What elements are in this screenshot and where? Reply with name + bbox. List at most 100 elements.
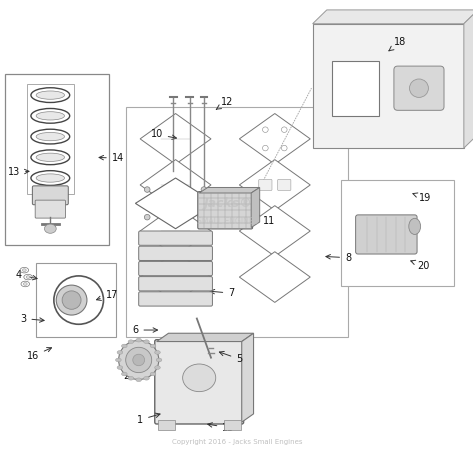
Ellipse shape	[156, 358, 162, 362]
Ellipse shape	[136, 378, 142, 382]
Ellipse shape	[62, 291, 81, 309]
Ellipse shape	[56, 285, 87, 315]
Bar	[126, 107, 348, 337]
Text: 2: 2	[123, 368, 148, 381]
FancyBboxPatch shape	[139, 261, 212, 276]
Text: 19: 19	[413, 193, 431, 203]
Ellipse shape	[23, 283, 27, 286]
FancyBboxPatch shape	[155, 340, 244, 424]
Ellipse shape	[31, 170, 70, 185]
Ellipse shape	[128, 377, 134, 380]
Ellipse shape	[36, 91, 64, 99]
Ellipse shape	[121, 344, 127, 348]
FancyBboxPatch shape	[32, 186, 68, 205]
Ellipse shape	[201, 214, 207, 220]
Polygon shape	[140, 252, 211, 303]
Ellipse shape	[263, 127, 268, 133]
FancyBboxPatch shape	[139, 292, 212, 306]
Polygon shape	[464, 10, 474, 148]
Ellipse shape	[116, 358, 121, 362]
Ellipse shape	[36, 112, 64, 120]
Text: 20: 20	[411, 260, 430, 271]
Ellipse shape	[144, 340, 149, 344]
Text: 9: 9	[182, 199, 207, 209]
Polygon shape	[156, 333, 254, 341]
Ellipse shape	[22, 269, 26, 272]
Polygon shape	[251, 188, 260, 228]
FancyBboxPatch shape	[139, 246, 212, 261]
Bar	[27, 84, 74, 194]
Ellipse shape	[182, 364, 216, 392]
Polygon shape	[242, 333, 254, 422]
Polygon shape	[239, 206, 310, 256]
Ellipse shape	[133, 354, 145, 366]
Ellipse shape	[118, 340, 159, 380]
FancyBboxPatch shape	[35, 200, 65, 218]
Ellipse shape	[117, 366, 123, 370]
Ellipse shape	[155, 366, 160, 370]
Ellipse shape	[409, 219, 420, 234]
Text: 1: 1	[137, 413, 160, 425]
Polygon shape	[239, 114, 310, 164]
Ellipse shape	[263, 146, 268, 151]
Ellipse shape	[410, 79, 428, 97]
Ellipse shape	[282, 146, 287, 151]
Text: Copyright 2016 - Jacks Small Engines: Copyright 2016 - Jacks Small Engines	[172, 439, 302, 445]
Ellipse shape	[145, 187, 150, 192]
Text: 18: 18	[389, 37, 406, 51]
Ellipse shape	[36, 133, 64, 141]
FancyBboxPatch shape	[139, 277, 212, 291]
Bar	[157, 420, 174, 431]
Ellipse shape	[145, 214, 150, 220]
Ellipse shape	[31, 109, 70, 123]
FancyBboxPatch shape	[139, 231, 212, 245]
Polygon shape	[239, 252, 310, 303]
Text: 12: 12	[216, 97, 234, 109]
Ellipse shape	[31, 129, 70, 144]
Ellipse shape	[121, 372, 127, 376]
Text: 11: 11	[255, 215, 275, 226]
FancyBboxPatch shape	[356, 215, 417, 254]
FancyBboxPatch shape	[259, 179, 272, 190]
Ellipse shape	[201, 187, 207, 192]
Ellipse shape	[155, 351, 160, 354]
Ellipse shape	[117, 351, 123, 354]
Bar	[331, 61, 379, 116]
FancyBboxPatch shape	[198, 192, 253, 229]
Polygon shape	[140, 114, 211, 164]
Polygon shape	[199, 188, 260, 193]
Text: 3: 3	[20, 314, 44, 323]
Ellipse shape	[31, 150, 70, 164]
Bar	[341, 180, 455, 286]
Ellipse shape	[282, 127, 287, 133]
Polygon shape	[239, 159, 310, 210]
Ellipse shape	[36, 174, 64, 182]
Text: 14: 14	[99, 153, 124, 163]
Ellipse shape	[144, 377, 149, 380]
Bar	[5, 74, 109, 245]
Text: 16: 16	[27, 347, 52, 361]
FancyBboxPatch shape	[278, 179, 291, 190]
Text: 7: 7	[210, 288, 235, 298]
Text: Jacks®: Jacks®	[203, 197, 252, 210]
Text: 5: 5	[219, 352, 243, 364]
Polygon shape	[140, 206, 211, 256]
Polygon shape	[136, 178, 216, 229]
Ellipse shape	[26, 276, 30, 279]
Text: 15: 15	[208, 423, 235, 433]
Bar	[36, 263, 117, 337]
Text: 13: 13	[8, 167, 29, 177]
Polygon shape	[313, 24, 464, 148]
Ellipse shape	[150, 372, 156, 376]
Text: 17: 17	[97, 290, 118, 300]
Polygon shape	[140, 159, 211, 210]
Text: 8: 8	[326, 253, 351, 263]
Ellipse shape	[126, 347, 152, 373]
Ellipse shape	[128, 340, 134, 344]
Ellipse shape	[36, 153, 64, 161]
Bar	[224, 420, 241, 431]
Ellipse shape	[45, 224, 56, 233]
Ellipse shape	[136, 338, 142, 342]
Text: SMALL ENGINES: SMALL ENGINES	[197, 217, 258, 226]
Ellipse shape	[150, 344, 156, 348]
